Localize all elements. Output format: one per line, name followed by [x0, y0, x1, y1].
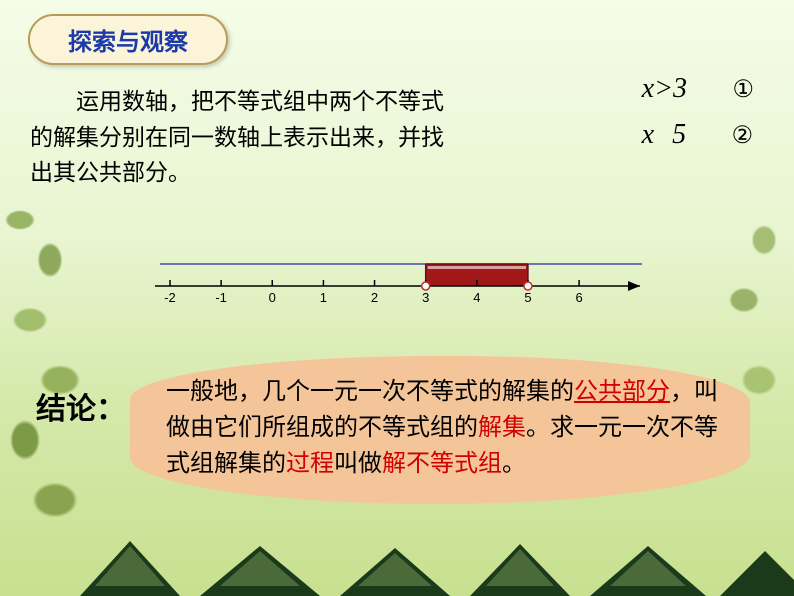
- svg-text:2: 2: [371, 290, 378, 305]
- inequality-row-1: x>3 ①: [642, 66, 754, 112]
- svg-text:4: 4: [473, 290, 480, 305]
- svg-text:-1: -1: [215, 290, 227, 305]
- conclusion-blob: 一般地，几个一元一次不等式的解集的公共部分，叫做由它们所组成的不等式组的解集。求…: [130, 356, 750, 504]
- conclusion-label: 结论：: [36, 384, 126, 428]
- section-title-pill: 探索与观察: [28, 14, 228, 65]
- conclusion-fragment: 。: [502, 451, 526, 477]
- inequality-system: x>3 ① x5 ②: [642, 66, 754, 158]
- conclusion-fragment: 叫做: [334, 451, 382, 477]
- ineq1-val: 3: [673, 73, 687, 104]
- svg-text:3: 3: [422, 290, 429, 305]
- ineq1-op: >: [654, 73, 673, 104]
- svg-text:0: 0: [269, 290, 276, 305]
- conclusion-fragment: 一般地，几个一元一次不等式的解集的: [166, 379, 574, 405]
- problem-text: 运用数轴，把不等式组中两个不等式的解集分别在同一数轴上表示出来，并找出其公共部分…: [30, 84, 460, 191]
- inequality-row-2: x5 ②: [642, 112, 754, 158]
- decor-mountains: [0, 536, 794, 596]
- svg-text:5: 5: [524, 290, 531, 305]
- decor-foliage-left: [0, 180, 120, 560]
- ineq1-var: x: [642, 73, 654, 104]
- problem-body: 运用数轴，把不等式组中两个不等式的解集分别在同一数轴上表示出来，并找出其公共部分…: [30, 89, 444, 185]
- ineq2-val: 5: [672, 119, 686, 150]
- svg-text:-2: -2: [164, 290, 176, 305]
- number-line-diagram: -2 -1 0 1 2 3 4 5 6: [150, 240, 650, 310]
- svg-text:1: 1: [320, 290, 327, 305]
- ineq2-marker: ②: [693, 113, 753, 159]
- section-title: 探索与观察: [68, 29, 188, 56]
- conclusion-fragment: 公共部分: [574, 379, 670, 405]
- conclusion-fragment: 解不等式组: [382, 451, 502, 477]
- ineq2-var: x: [642, 119, 654, 150]
- conclusion-fragment: 过程: [286, 451, 334, 477]
- ineq1-marker: ①: [694, 67, 754, 113]
- svg-text:6: 6: [575, 290, 582, 305]
- conclusion-fragment: 解集: [478, 415, 526, 441]
